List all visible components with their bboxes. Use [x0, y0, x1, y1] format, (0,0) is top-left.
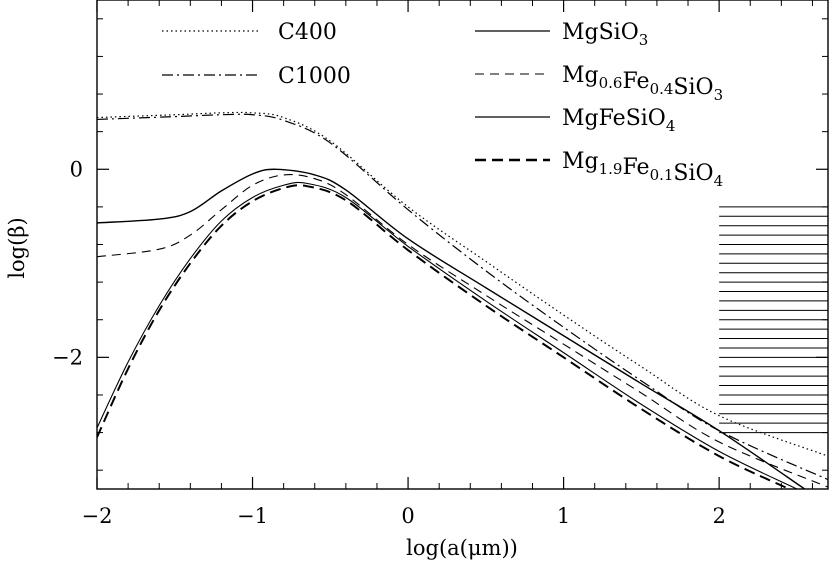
- series-mg1-9fe0-1sio4: [97, 184, 790, 489]
- x-axis-label: log(a(μm)): [406, 536, 518, 560]
- series-mgsio3: [97, 168, 806, 489]
- axis-ticks: −2 −1 0 1 2 0 −2: [52, 0, 828, 528]
- legend-label-c400: C400: [278, 20, 337, 45]
- y-tick-label: −2: [52, 345, 83, 369]
- x-tick-label: 2: [712, 504, 725, 528]
- legend-label-mg0-6fe0-4sio3: Mg0.6Fe0.4SiO3: [562, 63, 723, 104]
- legend-label-mg1-9fe0-1sio4: Mg1.9Fe0.1SiO4: [562, 149, 723, 190]
- x-tick-label: 0: [401, 504, 414, 528]
- legend-label-c1000: C1000: [278, 64, 351, 89]
- x-tick-label: 1: [557, 504, 570, 528]
- series-mg0-6fe0-4sio3: [97, 174, 828, 488]
- x-tick-label: −1: [237, 504, 268, 528]
- y-tick-label: 0: [70, 157, 83, 181]
- series-c400: [97, 111, 828, 457]
- y-axis-label: log(β): [5, 217, 29, 278]
- series-mgfesio4: [97, 181, 798, 489]
- hatched-region: [719, 206, 828, 434]
- series-c1000: [97, 113, 828, 481]
- series-group: [97, 111, 828, 489]
- x-tick-label: −2: [82, 504, 113, 528]
- legend-label-mgsio3: MgSiO3: [562, 20, 648, 49]
- legend-label-mgfesio4: MgFeSiO4: [562, 106, 675, 135]
